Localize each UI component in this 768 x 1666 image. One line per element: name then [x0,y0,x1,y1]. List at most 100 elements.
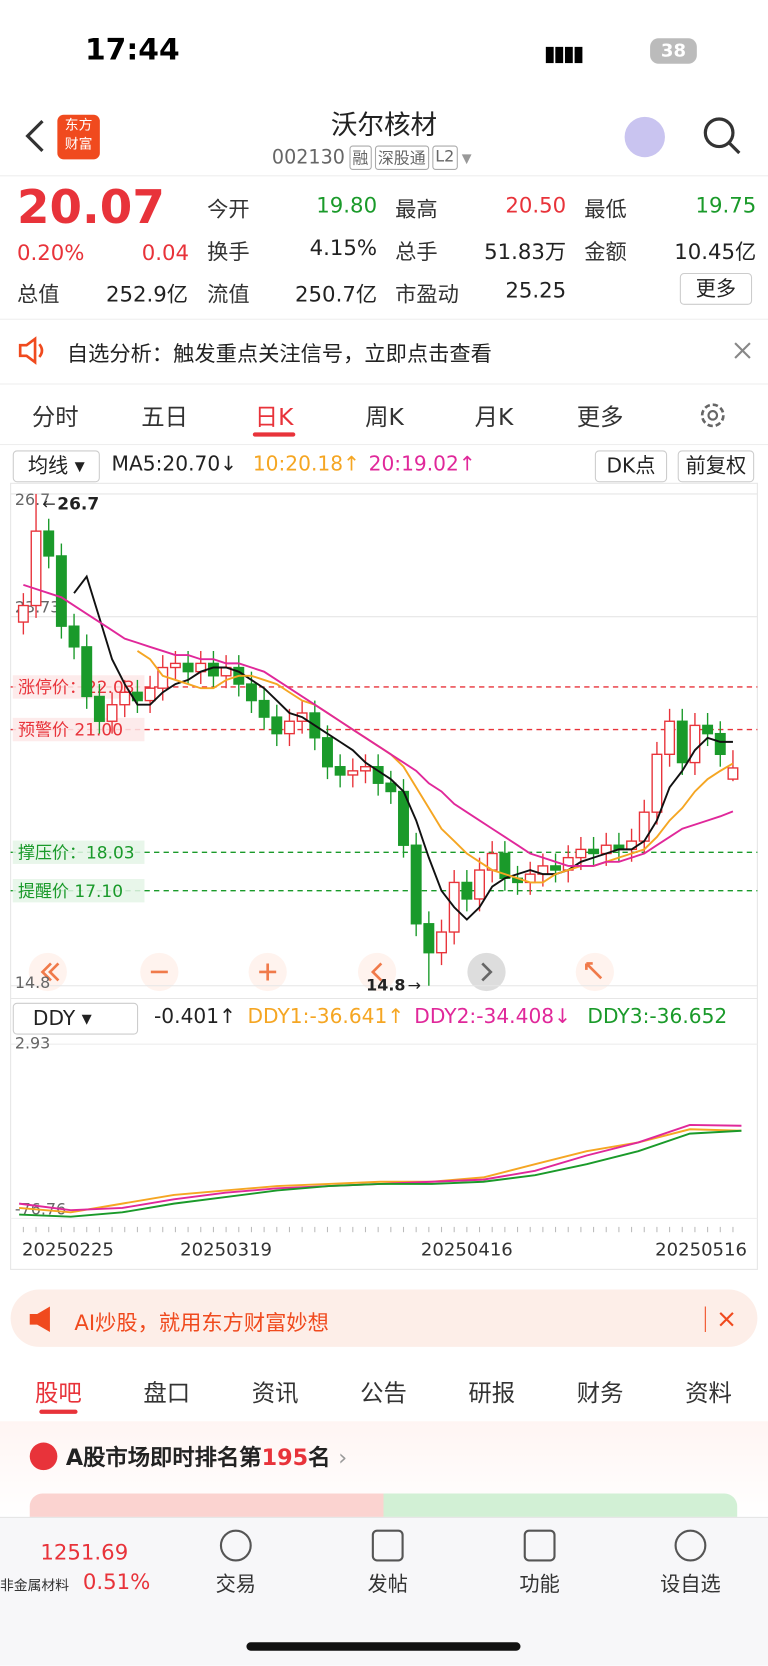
nav-icon[interactable] [371,1529,404,1562]
stock-name: 沃尔核材 [330,109,438,141]
candle-body [550,865,562,871]
x-tick-label: 20250319 [180,1239,272,1260]
field-label: 市盈动 [395,281,459,307]
y-tick-label: 26.7 [15,490,50,509]
candle-body [30,530,42,607]
more-button[interactable]: 更多 [679,272,753,305]
candle-body [182,662,194,673]
stock-code: 002130 [271,146,345,169]
logo: 东方 财富 [57,114,100,160]
period-tab[interactable]: 五日 [141,404,189,432]
logo-line: 东方 [64,117,93,134]
bottom-nav [0,1516,768,1666]
x-tick-label: 20250225 [22,1239,114,1260]
back-button[interactable] [21,117,49,155]
ma-line [23,583,734,867]
speaker-icon [18,336,44,365]
dropdown[interactable]: ▼ [461,150,472,166]
notice-text: 自选分析：触发重点关注信号，立即点击查看 [66,340,492,367]
tab-underline [252,432,296,437]
stock-code-row: 002130 融深股通 L2 ▼ [271,145,472,170]
nav-icon[interactable] [523,1529,556,1562]
control[interactable] [467,952,506,992]
nav-label[interactable]: 交易 [215,1573,256,1597]
adjust-button[interactable]: 前复权 [677,450,755,483]
ddy-line [19,1129,742,1218]
field-label: 最低 [584,196,627,223]
rank-text: A股市场即时排名第195名 › [65,1444,348,1471]
x-tick-label: 20250516 [655,1239,747,1260]
candle-body [245,683,257,702]
info-tab[interactable]: 研报 [468,1380,516,1408]
info-tab[interactable]: 公告 [360,1380,407,1408]
ma-line [136,650,734,884]
candle-body [575,848,587,859]
ma-line [73,574,733,921]
ad-banner[interactable] [10,1289,758,1347]
candle-body [410,844,422,925]
candle-body [334,766,346,776]
candle-body [702,724,714,735]
control[interactable] [28,952,67,992]
x-tick-label: 20250416 [421,1239,513,1260]
ddy-legend: DDY3:-36.652 [587,1004,728,1029]
sentiment-bar [29,1493,738,1520]
info-tab[interactable]: 盘口 [143,1380,191,1408]
indicator-name: 均线 [27,454,69,479]
candle-body [169,662,181,669]
search-button[interactable] [701,115,743,157]
nav-icon[interactable] [674,1529,707,1562]
nav-label[interactable]: 功能 [519,1573,560,1597]
field-label: 总手 [395,239,438,265]
home-indicator [246,1642,521,1651]
field-value: 19.75 [695,192,757,218]
ad-icon [29,1306,50,1333]
ddy-legend: DDY2:-34.408↓ [414,1004,572,1029]
info-tab[interactable]: 资料 [685,1380,732,1408]
info-tab[interactable]: 股吧 [35,1380,82,1408]
period-tab[interactable]: 更多 [576,404,624,432]
nav-icon[interactable] [219,1529,252,1562]
indicator-select[interactable]: 均线 ▾ [12,450,100,483]
period-tab[interactable]: 周K [365,404,404,432]
change-pct: 0.20% [16,240,85,266]
min-label: 14.8 [366,975,405,994]
ad-text: AI炒股，就用东方财富妙想 [74,1309,329,1336]
info-tab[interactable]: 资讯 [251,1380,299,1408]
candle-body [714,732,726,756]
settings-icon[interactable] [697,399,729,431]
field-label: 金额 [584,239,627,265]
candle-body [664,720,676,756]
chart-controls [28,952,614,992]
field-label: 今开 [207,196,250,223]
field-value: 252.9亿 [105,281,189,307]
ddy-select[interactable]: DDY ▾ [12,1002,139,1035]
nav-label[interactable]: 设自选 [660,1573,721,1597]
ma-legend: MA5:20.70↓ [111,452,238,476]
reference-label: 撑压价：18.03 [18,843,135,863]
dk-button[interactable]: DK点 [594,450,668,483]
close-notice[interactable] [733,341,752,360]
y-tick-label: 14.8 [15,973,50,992]
rank-number: 195 [261,1444,309,1471]
max-label: 26.7 [57,495,99,515]
period-tab[interactable]: 月K [474,404,514,432]
assistant-icon[interactable] [624,116,665,158]
reference-label: 预警价 21.00 [18,721,123,741]
control[interactable] [357,952,397,992]
tag: 深股通 [374,145,429,170]
period-tab[interactable]: 日K [254,404,294,432]
rank-icon [29,1442,58,1471]
candle-body [474,869,485,900]
ad-close[interactable] [703,1304,745,1334]
nav-label[interactable]: 发帖 [367,1573,408,1597]
ddy-legend: DDY1:-36.641↑ [247,1004,405,1029]
sector-pct: 0.51% [82,1568,151,1595]
candle-body [676,720,688,764]
period-tab[interactable]: 分时 [31,404,79,432]
info-tab[interactable]: 财务 [576,1380,624,1408]
ddy-legend: -0.401↑ [154,1004,236,1029]
candle-body [347,770,359,776]
notice-bar[interactable] [0,318,768,385]
